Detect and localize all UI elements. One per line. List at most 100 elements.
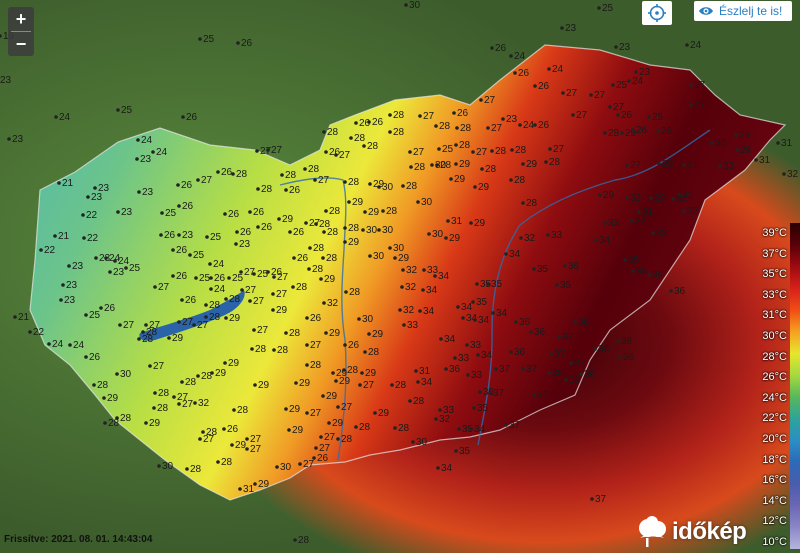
observation-marker[interactable]: 32 xyxy=(630,216,647,227)
observation-marker[interactable]: 29 xyxy=(343,237,360,248)
observation-marker[interactable]: 29 xyxy=(393,253,410,264)
observation-marker[interactable]: 27 xyxy=(198,434,215,445)
observation-marker[interactable]: 28 xyxy=(303,164,320,175)
observation-marker[interactable]: 30 xyxy=(411,437,428,448)
observation-marker[interactable]: 26 xyxy=(354,118,371,129)
observation-marker[interactable]: 33 xyxy=(546,230,563,241)
locate-button[interactable] xyxy=(642,1,672,25)
observation-marker[interactable]: 26 xyxy=(266,267,283,278)
observation-marker[interactable]: 30 xyxy=(388,243,405,254)
observation-marker[interactable]: 26 xyxy=(222,424,239,435)
observation-marker[interactable]: 26 xyxy=(176,180,193,191)
observation-marker[interactable]: 34 xyxy=(421,285,438,296)
observation-marker[interactable]: 25 xyxy=(160,208,177,219)
observation-marker[interactable]: 30 xyxy=(275,462,292,473)
observation-marker[interactable]: 33 xyxy=(718,161,735,172)
observation-marker[interactable]: 33 xyxy=(651,228,668,239)
observation-marker[interactable]: 36 xyxy=(647,270,664,281)
observation-marker[interactable]: 26 xyxy=(159,230,176,241)
observation-marker[interactable]: 32 xyxy=(682,206,699,217)
observation-marker[interactable]: 26 xyxy=(236,38,253,49)
observation-marker[interactable]: 27 xyxy=(240,285,257,296)
observation-marker[interactable]: 26 xyxy=(631,125,648,136)
observation-marker[interactable]: 23 xyxy=(0,75,12,86)
observation-marker[interactable]: 31 xyxy=(682,160,699,171)
observation-marker[interactable]: 27 xyxy=(561,88,578,99)
observation-marker[interactable]: 26 xyxy=(367,117,384,128)
observation-marker[interactable]: 36 xyxy=(444,364,461,375)
observation-marker[interactable]: 26 xyxy=(312,453,329,464)
observation-marker[interactable]: 28 xyxy=(321,253,338,264)
observation-marker[interactable]: 28 xyxy=(115,413,132,424)
observation-marker[interactable]: 23 xyxy=(560,23,577,34)
observation-marker[interactable]: 34 xyxy=(594,235,611,246)
observation-marker[interactable]: 31 xyxy=(238,484,255,495)
observation-marker[interactable]: 22 xyxy=(82,233,99,244)
observation-marker[interactable]: 28 xyxy=(343,177,360,188)
observation-marker[interactable]: 28 xyxy=(314,219,331,230)
observation-marker[interactable]: 28 xyxy=(434,121,451,132)
observation-marker[interactable]: 36 xyxy=(563,261,580,272)
observation-marker[interactable]: 28 xyxy=(232,405,249,416)
observation-marker[interactable]: 27 xyxy=(196,175,213,186)
observation-marker[interactable]: 29 xyxy=(294,378,311,389)
observation-marker[interactable]: 37 xyxy=(521,364,538,375)
observation-marker[interactable]: 23 xyxy=(108,267,125,278)
observation-marker[interactable]: 28 xyxy=(180,377,197,388)
observation-marker[interactable]: 23 xyxy=(634,67,651,78)
observation-marker[interactable]: 23 xyxy=(234,239,251,250)
observation-marker[interactable]: 25 xyxy=(227,273,244,284)
observation-marker[interactable]: 24 xyxy=(136,135,153,146)
observation-marker[interactable]: 28 xyxy=(305,360,322,371)
observation-marker[interactable]: 36 xyxy=(514,317,531,328)
observation-marker[interactable]: 27 xyxy=(608,102,625,113)
observation-marker[interactable]: 28 xyxy=(388,110,405,121)
observation-marker[interactable]: 26 xyxy=(288,227,305,238)
observation-marker[interactable]: 27 xyxy=(571,110,588,121)
observation-marker[interactable]: 26 xyxy=(99,303,116,314)
observation-marker[interactable]: 37 xyxy=(488,388,505,399)
observation-marker[interactable]: 32 xyxy=(519,233,536,244)
observation-marker[interactable]: 22 xyxy=(81,210,98,221)
observation-marker[interactable]: 26 xyxy=(656,126,673,137)
observation-marker[interactable]: 35 xyxy=(555,280,572,291)
observation-marker[interactable]: 29 xyxy=(347,197,364,208)
observation-marker[interactable]: 28 xyxy=(544,157,561,168)
observation-marker[interactable]: 29 xyxy=(444,233,461,244)
observation-marker[interactable]: 38 xyxy=(616,336,633,347)
observation-marker[interactable]: 28 xyxy=(454,140,471,151)
observation-marker[interactable]: 23 xyxy=(67,261,84,272)
observation-marker[interactable]: 26 xyxy=(177,201,194,212)
observation-marker[interactable]: 34 xyxy=(476,350,493,361)
observation-marker[interactable]: 32 xyxy=(322,298,339,309)
observation-marker[interactable]: 28 xyxy=(390,380,407,391)
observation-marker[interactable]: 34 xyxy=(671,194,688,205)
observation-marker[interactable]: 29 xyxy=(449,174,466,185)
observation-marker[interactable]: 29 xyxy=(363,207,380,218)
observation-marker[interactable]: 29 xyxy=(319,274,336,285)
observation-marker[interactable]: 30 xyxy=(427,229,444,240)
observation-marker[interactable]: 27 xyxy=(689,100,706,111)
observation-marker[interactable]: 28 xyxy=(141,327,158,338)
observation-marker[interactable]: 27 xyxy=(239,267,256,278)
observation-marker[interactable]: 24 xyxy=(209,284,226,295)
observation-marker[interactable]: 26 xyxy=(84,352,101,363)
observation-marker[interactable]: 28 xyxy=(393,423,410,434)
observation-marker[interactable]: 35 xyxy=(457,424,474,435)
observation-marker[interactable]: 36 xyxy=(529,327,546,338)
observation-marker[interactable]: 23 xyxy=(86,192,103,203)
observation-marker[interactable]: 27 xyxy=(245,434,262,445)
observation-marker[interactable]: 29 xyxy=(649,193,666,204)
observation-marker[interactable]: 30 xyxy=(157,461,174,472)
observation-marker[interactable]: 26 xyxy=(490,43,507,54)
observation-marker[interactable]: 38 xyxy=(547,368,564,379)
observation-marker[interactable]: 28 xyxy=(344,287,361,298)
observation-marker[interactable]: 27 xyxy=(177,317,194,328)
observation-marker[interactable]: 26 xyxy=(209,273,226,284)
observation-marker[interactable]: 26 xyxy=(513,68,530,79)
observation-marker[interactable]: 37 xyxy=(504,420,521,431)
observation-marker[interactable]: 35 xyxy=(471,297,488,308)
observation-marker[interactable]: 23 xyxy=(59,295,76,306)
observation-marker[interactable]: 32 xyxy=(625,193,642,204)
observation-marker[interactable]: 34 xyxy=(436,463,453,474)
